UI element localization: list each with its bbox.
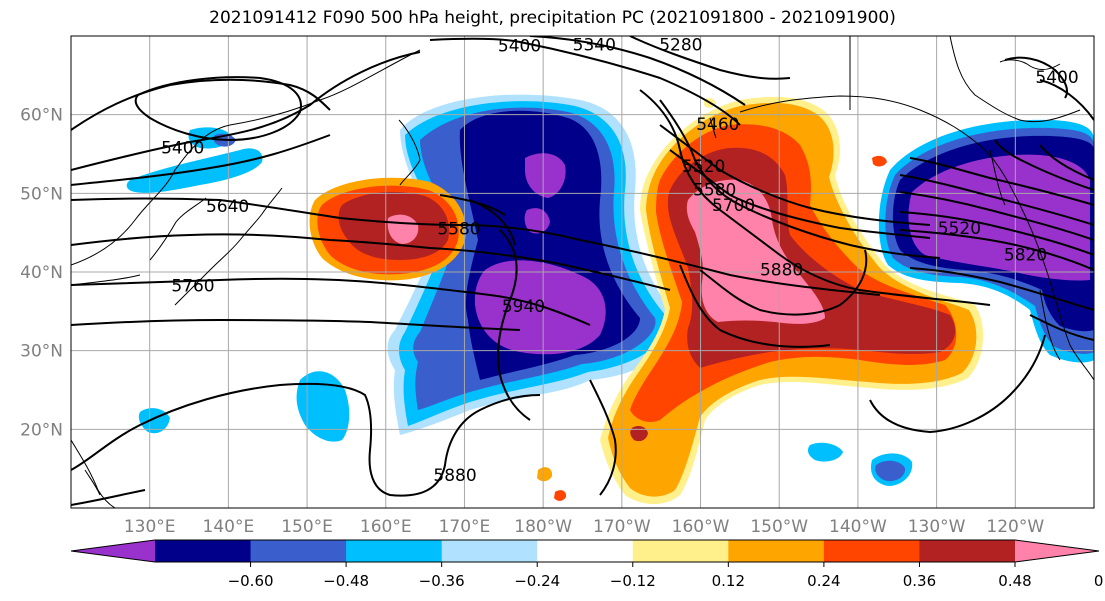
lon-label: 130°W — [908, 517, 966, 537]
coastlines — [71, 36, 1094, 508]
contour-label: 5700 — [712, 196, 755, 216]
contour-label: 5340 — [573, 36, 616, 56]
lon-label: 160°E — [360, 517, 412, 537]
lon-label: 170°W — [593, 517, 651, 537]
colorbar-tick-label: 0.48 — [998, 572, 1031, 590]
colorbar-outline — [70, 539, 1100, 563]
colorbar-tick-label: 0.24 — [807, 572, 840, 590]
contour-label: 5520 — [682, 157, 725, 177]
lat-label: 50°N — [20, 184, 63, 204]
map-title: 2021091412 F090 500 hPa height, precipit… — [209, 8, 896, 28]
colorbar — [70, 539, 1100, 563]
lat-label: 30°N — [20, 342, 63, 362]
colorbar-tick-label: 0.12 — [712, 572, 745, 590]
contour-label: 5460 — [696, 115, 739, 135]
colorbar-segment — [155, 540, 252, 562]
colorbar-arrow-low — [71, 540, 155, 562]
height-contours — [71, 36, 1094, 506]
colorbar-segment — [728, 540, 825, 562]
colorbar-tick-label: −0.48 — [323, 572, 369, 590]
lon-label: 140°E — [203, 517, 255, 537]
colorbar-tick-label: 0.36 — [903, 572, 936, 590]
contour-label: 5880 — [433, 466, 476, 486]
colorbar-segment — [250, 540, 347, 562]
colorbar-tick-label: −0.60 — [228, 572, 274, 590]
colorbar-tick-label: −0.24 — [514, 572, 560, 590]
contour-label: 5760 — [171, 276, 214, 296]
lat-label: 40°N — [20, 263, 63, 283]
colorbar-segment — [919, 540, 1016, 562]
longitude-labels: 130°E 140°E 150°E 160°E 170°E 180°W 170°W 160°W… — [124, 517, 1045, 537]
lon-label: 150°E — [281, 517, 333, 537]
lat-label: 60°N — [20, 106, 63, 126]
gridlines — [71, 36, 1094, 508]
colorbar-segment — [441, 540, 538, 562]
colorbar-arrow-high — [1015, 540, 1099, 562]
negative-anomaly-core — [474, 260, 606, 355]
latitude-labels: 60°N 50°N 40°N 30°N 20°N — [20, 106, 63, 441]
colorbar-tick-label: −0.36 — [419, 572, 465, 590]
contour-label: 5580 — [437, 220, 480, 240]
contour-label: 5280 — [659, 36, 702, 56]
colorbar-segment — [632, 540, 729, 562]
contour-label: 5820 — [1004, 246, 1047, 266]
colorbar-segment — [537, 540, 634, 562]
contour-labels: 5400 5340 5280 5400 5400 5460 5520 5580 5640 5580… — [161, 36, 1079, 486]
contour-label: 5640 — [206, 197, 249, 217]
lon-label: 180°W — [514, 517, 572, 537]
colorbar-tick-label: 0.60 — [1094, 572, 1105, 590]
contour-label: 5400 — [161, 139, 204, 159]
lon-label: 150°W — [750, 517, 808, 537]
contour-label: 5520 — [938, 219, 981, 239]
contour-label: 5400 — [498, 36, 541, 56]
lon-label: 160°W — [672, 517, 730, 537]
lon-label: 170°E — [439, 517, 491, 537]
lon-label: 140°W — [829, 517, 887, 537]
contour-label: 5580 — [693, 180, 736, 200]
lon-label: 120°W — [986, 517, 1044, 537]
colorbar-segment — [823, 540, 920, 562]
contour-label: 5940 — [502, 297, 545, 317]
colorbar-tick-label: −0.12 — [610, 572, 656, 590]
map-frame-border — [70, 35, 1095, 509]
colorbar-segment — [346, 540, 443, 562]
lat-label: 20°N — [20, 420, 63, 440]
contour-label: 5400 — [1035, 68, 1078, 88]
contour-label: 5880 — [760, 261, 803, 281]
lon-label: 130°E — [124, 517, 176, 537]
colorbar-tick-labels: −0.60 −0.48 −0.36 −0.24 −0.12 0.12 0.24 0.36 0.4… — [228, 562, 1105, 590]
